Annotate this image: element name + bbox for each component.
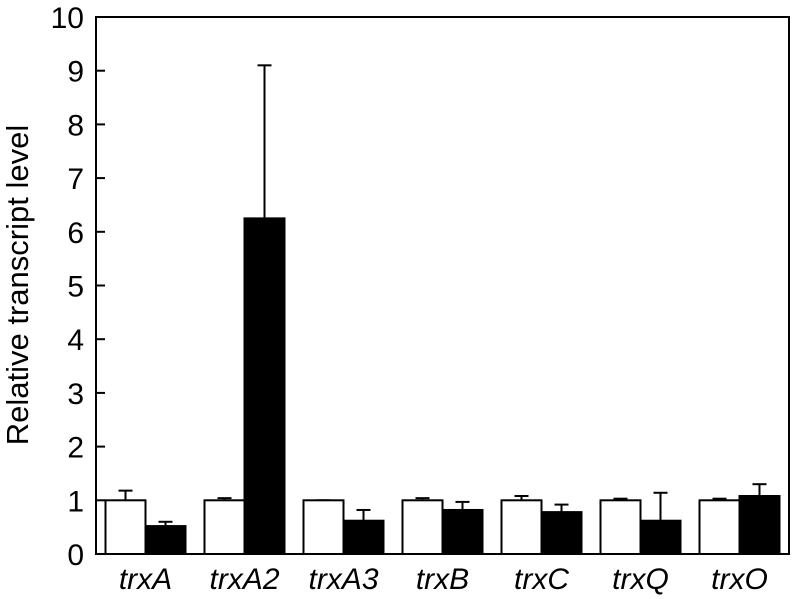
y-tick-label-7: 7 bbox=[67, 163, 84, 196]
y-tick-label-10: 10 bbox=[51, 2, 84, 35]
bar-trxA-series-1 bbox=[104, 499, 147, 555]
y-tick-label-3: 3 bbox=[67, 378, 84, 411]
bar-trxA2-series-2 bbox=[243, 217, 286, 555]
x-axis-labels: trxA trxA2 trxA3 trxB trxC trxQ trxO bbox=[119, 563, 768, 596]
y-axis: 0 1 2 3 4 5 6 7 8 9 10 bbox=[51, 2, 105, 572]
bar-trxA3-series-2 bbox=[342, 519, 385, 555]
plot-frame bbox=[95, 16, 790, 555]
y-tick-label-4: 4 bbox=[67, 324, 84, 357]
y-tick-label-6: 6 bbox=[67, 217, 84, 250]
bar-trxA-series-2 bbox=[144, 525, 187, 555]
y-tick-label-5: 5 bbox=[67, 271, 84, 304]
x-label-trxA: trxA bbox=[119, 563, 172, 596]
bar-trxQ-series-1 bbox=[599, 499, 642, 555]
y-axis-title: Relative transcript level bbox=[0, 125, 35, 445]
bar-trxO-series-1 bbox=[698, 499, 741, 555]
y-tick-label-0: 0 bbox=[67, 539, 84, 572]
y-tick-label-1: 1 bbox=[67, 485, 84, 518]
x-label-trxC: trxC bbox=[514, 563, 569, 596]
y-tick-label-9: 9 bbox=[67, 56, 84, 89]
bar-trxC-series-1 bbox=[500, 499, 543, 555]
bar-trxQ-series-2 bbox=[639, 519, 682, 555]
bars-group bbox=[104, 64, 781, 556]
y-tick-label-2: 2 bbox=[67, 432, 84, 465]
bar-trxA3-series-1 bbox=[302, 499, 345, 555]
bar-trxC-series-2 bbox=[540, 511, 583, 556]
bar-trxB-series-2 bbox=[441, 508, 484, 556]
y-tick-label-8: 8 bbox=[67, 109, 84, 142]
x-label-trxA3: trxA3 bbox=[308, 563, 378, 596]
x-label-trxA2: trxA2 bbox=[209, 563, 279, 596]
bar-trxB-series-1 bbox=[401, 499, 444, 555]
bar-trxO-series-2 bbox=[738, 495, 781, 555]
bar-trxA2-series-1 bbox=[203, 499, 246, 555]
x-label-trxB: trxB bbox=[416, 563, 469, 596]
x-label-trxQ: trxQ bbox=[612, 563, 669, 596]
x-label-trxO: trxO bbox=[711, 563, 768, 596]
